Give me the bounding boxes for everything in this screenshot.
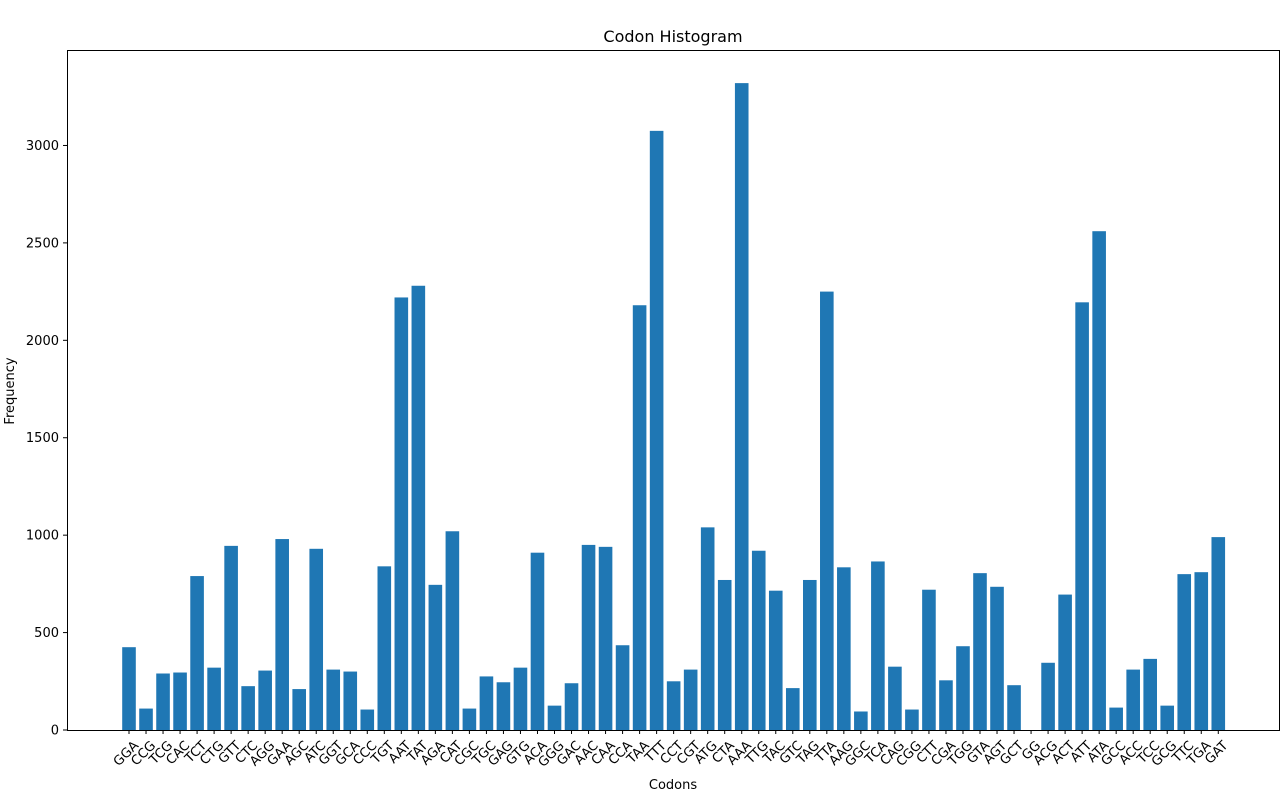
bar-AAG [837,567,851,730]
bar-CTT [922,589,936,730]
bar-TCC [1143,658,1157,730]
bar-TCG [156,673,170,730]
bar-CAC [173,672,187,730]
bar-CGT [683,669,698,730]
bar-CCA [615,645,630,730]
bar-TTC [1177,574,1192,730]
y-axis: 0 500 1000 1500 2000 2500 3000 [26,139,67,739]
bar-GGA [122,647,136,730]
bar-TCA [871,561,885,730]
bar-GTG [513,667,528,730]
y-tick-label: 1500 [26,431,59,446]
bar-AGT [990,586,1004,730]
y-tick-label: 500 [34,626,59,641]
bar-TTA [820,291,834,730]
y-tick-label: 1000 [26,529,59,544]
bar-CGG [905,709,919,730]
bar-CCG [139,708,153,730]
bar-ACT [1058,594,1072,730]
bar-CTG [207,667,221,730]
bar-GTA [973,573,987,730]
bar-GGG [547,705,562,730]
bar-GCA [343,671,358,730]
bar-TGG [956,646,970,730]
bar-ATC [309,548,324,730]
bar-GCG [1160,705,1175,730]
bar-GAC [564,683,579,730]
bar-GGT [326,669,341,730]
bar-AAT [394,297,409,730]
y-tick-label: 3000 [26,139,59,154]
x-axis: GGACCGTCGCACTCTCTGGTTCTCAGGGAAAGCATCGGTG… [111,730,1231,770]
bar-TAG [803,579,817,730]
bar-CAG [888,666,902,730]
bar-AAC [581,544,596,730]
y-tick-label: 2500 [26,236,59,251]
y-tick-label: 0 [51,724,59,739]
bar-CGA [939,680,953,730]
bar-AGG [258,670,272,730]
bar-ACC [1126,669,1140,730]
bar-TCT [190,576,204,730]
bar-ATG [700,527,715,730]
bar-GAT [1211,537,1226,730]
bar-TGA [1194,572,1209,730]
bar-CTA [717,579,732,730]
bar-CAA [598,546,613,730]
x-axis-label: Codons [649,778,697,793]
bar-GCT [1007,685,1021,730]
bar-GAA [275,539,289,730]
bar-TTG [751,550,766,730]
bars-group [122,83,1226,731]
bar-TGC [479,676,494,730]
bar-AGA [428,584,443,730]
bar-GAG [496,682,511,730]
bar-CAT [445,531,460,730]
chart-title: Codon Histogram [603,27,742,46]
y-tick-label: 2000 [26,334,59,349]
bar-AAA [734,83,749,731]
bar-TAT [411,285,426,730]
bar-AGC [292,689,306,730]
bar-ATT [1075,302,1089,730]
bar-CTC [241,686,255,730]
y-axis-label: Frequency [3,357,18,424]
bar-CGC [462,708,477,730]
bar-TAC [768,590,783,730]
bar-ACG [1041,662,1055,730]
bar-TTT [649,130,664,731]
bar-TAA [632,305,647,730]
bar-GCC [1109,707,1123,730]
bar-GGC [854,711,868,730]
bar-CCC [360,709,375,730]
bar-TGT [377,566,392,730]
bar-CCT [666,681,681,730]
bar-GTT [224,545,238,730]
bar-GTC [785,688,800,730]
bar-ATA [1092,231,1106,730]
bar-ACA [530,552,545,730]
